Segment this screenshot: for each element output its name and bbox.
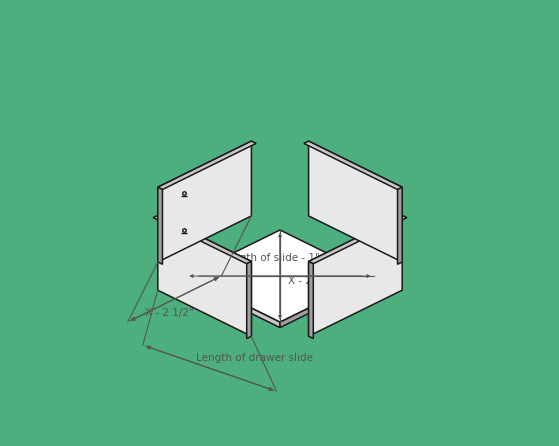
Polygon shape bbox=[309, 261, 313, 339]
Polygon shape bbox=[397, 187, 402, 264]
Polygon shape bbox=[304, 141, 402, 190]
Polygon shape bbox=[309, 215, 402, 336]
Text: Length of slide - 1": Length of slide - 1" bbox=[221, 253, 319, 263]
Text: X - 2": X - 2" bbox=[288, 276, 316, 286]
Polygon shape bbox=[186, 230, 373, 322]
Polygon shape bbox=[186, 276, 280, 328]
Text: X - 2 1/2": X - 2 1/2" bbox=[145, 308, 194, 318]
Polygon shape bbox=[158, 141, 252, 262]
Polygon shape bbox=[153, 215, 252, 264]
Text: Length of drawer slide: Length of drawer slide bbox=[196, 353, 313, 363]
Polygon shape bbox=[247, 261, 252, 339]
Polygon shape bbox=[158, 141, 256, 190]
Polygon shape bbox=[280, 276, 373, 328]
Polygon shape bbox=[158, 187, 163, 264]
Polygon shape bbox=[309, 141, 402, 262]
Polygon shape bbox=[158, 215, 252, 336]
Polygon shape bbox=[309, 215, 407, 264]
